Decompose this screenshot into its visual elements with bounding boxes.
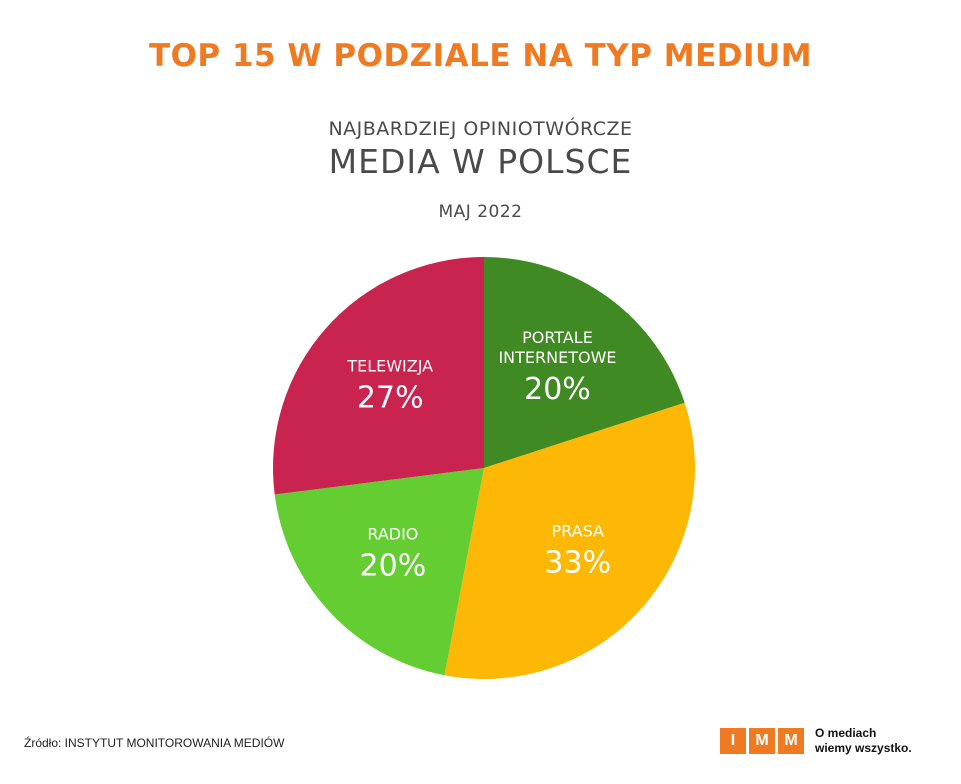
imm-logo: I M M O mediach wiemy wszystko. xyxy=(720,726,912,756)
slice-label: INTERNETOWE xyxy=(498,348,616,367)
chart-title: MEDIA W POLSCE xyxy=(328,142,633,181)
chart-date: MAJ 2022 xyxy=(438,202,523,222)
tagline-line-1: O mediach xyxy=(815,726,877,740)
pie-slice-telewizja xyxy=(273,257,484,495)
chart-subtitle: NAJBARDZIEJ OPINIOTWÓRCZE xyxy=(328,118,633,140)
source-note: Źródło: INSTYTUT MONITOROWANIA MEDIÓW xyxy=(24,736,285,750)
logo-letter-m1: M xyxy=(749,728,775,754)
tagline-line-2: wiemy wszystko. xyxy=(815,741,912,755)
slice-label: PRASA xyxy=(552,522,605,541)
slice-label: PORTALE xyxy=(522,328,593,347)
pie-slice-radio xyxy=(274,468,484,676)
slice-value-label: 33% xyxy=(544,546,611,581)
slice-value-label: 20% xyxy=(524,372,591,407)
logo-letter-m2: M xyxy=(778,728,804,754)
logo-tagline: O mediach wiemy wszystko. xyxy=(815,726,912,756)
slice-label: RADIO xyxy=(367,525,418,544)
slice-value-label: 27% xyxy=(357,380,424,415)
slice-value-label: 20% xyxy=(360,549,427,584)
chart-headline: TOP 15 W PODZIALE NA TYP MEDIUM xyxy=(148,38,813,74)
slice-label: TELEWIZJA xyxy=(346,356,433,375)
logo-letter-i: I xyxy=(720,728,746,754)
pie-slice-portale-internetowe xyxy=(484,257,685,468)
pie-slice-prasa xyxy=(444,402,695,679)
